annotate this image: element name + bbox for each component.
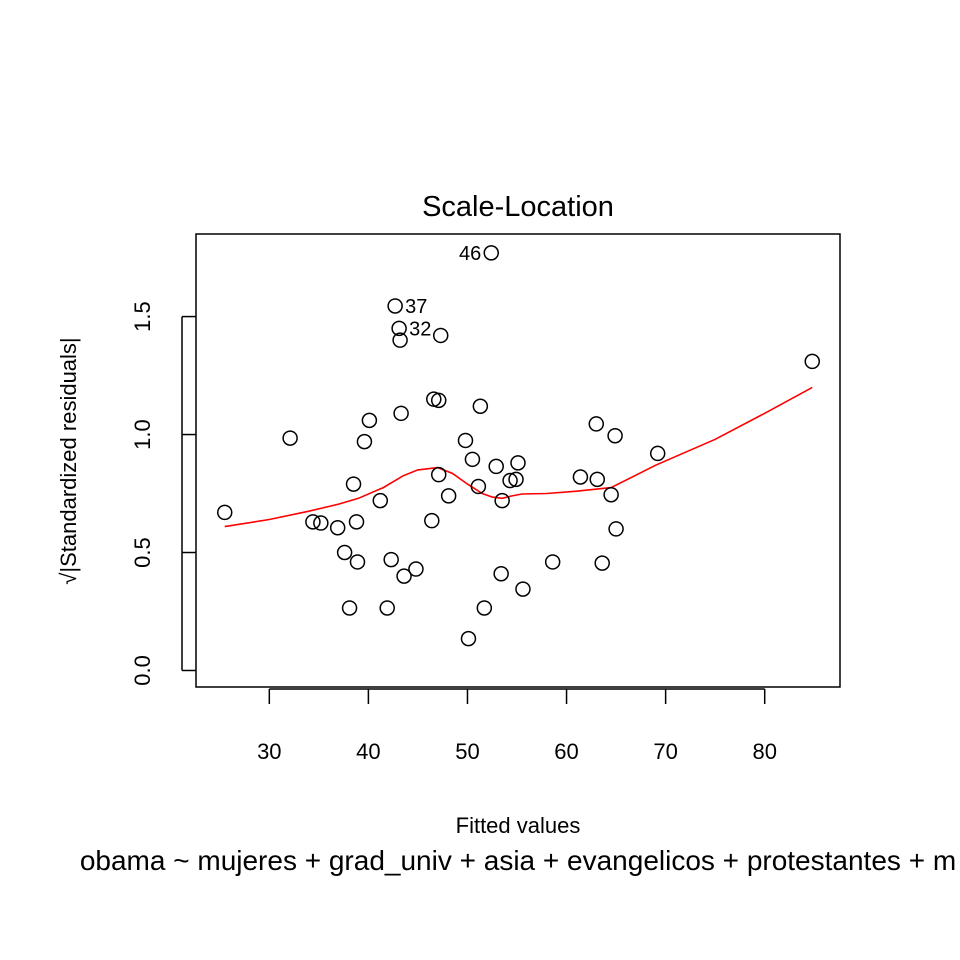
data-point <box>493 566 509 582</box>
data-point <box>349 554 366 570</box>
data-point <box>494 492 510 509</box>
x-tick-label: 70 <box>653 739 677 764</box>
plot-frame <box>195 233 841 688</box>
data-point <box>515 581 531 597</box>
chart-title: Scale-Location <box>422 191 614 223</box>
data-point <box>457 432 474 449</box>
data-point <box>460 630 477 647</box>
y-tick-label: 1.5 <box>130 301 155 332</box>
data-point <box>361 412 378 429</box>
data-point <box>589 471 606 488</box>
data-point <box>356 433 373 450</box>
data-point <box>305 514 321 530</box>
x-tick-label: 60 <box>554 739 578 764</box>
data-point <box>396 568 412 584</box>
y-tick-label: 0.5 <box>130 537 155 568</box>
data-point <box>510 455 526 471</box>
data-point <box>392 332 408 348</box>
smoother-line <box>224 386 813 528</box>
data-points <box>216 245 821 647</box>
data-point <box>464 451 481 468</box>
data-point <box>470 478 487 495</box>
data-point <box>387 298 403 314</box>
data-point <box>544 554 561 570</box>
data-point <box>216 504 233 521</box>
y-tick-label: 0.0 <box>130 655 155 686</box>
data-point <box>379 600 395 616</box>
x-tick-label: 80 <box>752 739 776 764</box>
data-point <box>341 600 358 616</box>
x-axis-title: Fitted values <box>456 813 581 838</box>
data-point <box>472 398 489 414</box>
data-point <box>607 427 623 444</box>
data-point <box>430 392 447 409</box>
data-point <box>372 492 389 509</box>
data-point <box>282 430 298 446</box>
data-point <box>608 521 624 537</box>
data-point <box>430 466 447 483</box>
point-label: 32 <box>409 318 431 340</box>
data-point <box>393 405 409 422</box>
data-point <box>483 245 499 261</box>
y-axis-title: √|Standardized residuals| <box>56 337 81 584</box>
x-axis: 30 40 50 60 70 80 <box>257 688 777 764</box>
model-formula: obama ~ mujeres + grad_univ + asia + eva… <box>80 845 956 876</box>
data-point <box>383 551 399 568</box>
data-point <box>594 555 610 571</box>
data-point <box>488 458 504 475</box>
data-point <box>426 391 442 407</box>
data-point <box>432 327 449 344</box>
data-point <box>424 512 440 529</box>
data-point <box>502 472 518 489</box>
point-label: 46 <box>459 243 481 265</box>
x-tick-label: 50 <box>455 739 479 764</box>
data-point <box>345 476 362 492</box>
data-point <box>508 471 524 488</box>
data-point <box>391 320 407 337</box>
x-tick-label: 30 <box>257 739 281 764</box>
data-point <box>588 416 605 432</box>
x-tick-label: 40 <box>356 739 380 764</box>
y-axis: 0.0 0.5 1.0 1.5 <box>130 301 196 686</box>
data-point <box>649 445 666 462</box>
data-point <box>440 488 457 504</box>
data-point <box>603 486 619 503</box>
point-label: 37 <box>405 296 427 318</box>
data-point <box>408 561 424 577</box>
y-tick-label: 1.0 <box>130 419 155 450</box>
data-point <box>572 469 589 485</box>
data-point <box>329 519 346 536</box>
data-point <box>336 544 353 561</box>
data-point <box>476 600 493 616</box>
data-point <box>804 353 821 370</box>
data-point <box>313 515 329 531</box>
data-point <box>348 514 365 530</box>
